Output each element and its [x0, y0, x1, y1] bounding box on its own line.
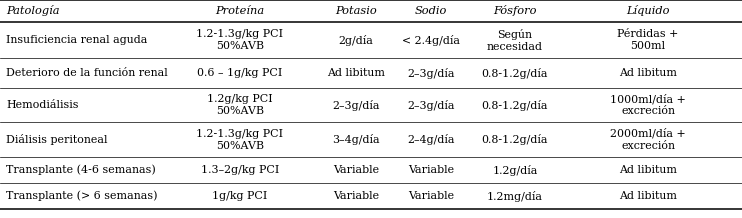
Text: 1.2-1.3g/kg PCI
50%AVB: 1.2-1.3g/kg PCI 50%AVB — [197, 29, 283, 51]
Text: 0.8-1.2g/día: 0.8-1.2g/día — [482, 99, 548, 111]
Text: 0.8-1.2g/día: 0.8-1.2g/día — [482, 68, 548, 78]
Text: 1.2g/día: 1.2g/día — [492, 165, 538, 175]
Text: Fósforo: Fósforo — [493, 5, 536, 17]
Text: 2–3g/día: 2–3g/día — [332, 99, 380, 111]
Text: 1g/kg PCI: 1g/kg PCI — [212, 191, 268, 201]
Text: Ad libitum: Ad libitum — [619, 191, 677, 201]
Text: Sodio: Sodio — [415, 6, 447, 16]
Text: Hemodiálisis: Hemodiálisis — [6, 100, 79, 110]
Text: 0.8-1.2g/día: 0.8-1.2g/día — [482, 134, 548, 145]
Text: < 2.4g/día: < 2.4g/día — [402, 34, 460, 46]
Text: Transplante (4-6 semanas): Transplante (4-6 semanas) — [6, 165, 156, 175]
Text: Deterioro de la función renal: Deterioro de la función renal — [6, 68, 168, 78]
Text: 2–4g/día: 2–4g/día — [407, 134, 455, 145]
Text: Diálisis peritoneal: Diálisis peritoneal — [6, 134, 108, 145]
Text: Insuficiencia renal aguda: Insuficiencia renal aguda — [6, 35, 148, 45]
Text: Transplante (> 6 semanas): Transplante (> 6 semanas) — [6, 191, 157, 201]
Text: Ad libitum: Ad libitum — [619, 68, 677, 78]
Text: Según
necesidad: Según necesidad — [487, 29, 543, 51]
Text: 1000ml/día +
excreción: 1000ml/día + excreción — [610, 94, 686, 116]
Text: Líquido: Líquido — [626, 5, 670, 17]
Text: Variable: Variable — [408, 165, 454, 175]
Text: 3–4g/día: 3–4g/día — [332, 134, 380, 145]
Text: Ad libitum: Ad libitum — [619, 165, 677, 175]
Text: 2–3g/día: 2–3g/día — [407, 99, 455, 111]
Text: Patología: Patología — [6, 5, 59, 17]
Text: 1.2-1.3g/kg PCI
50%AVB: 1.2-1.3g/kg PCI 50%AVB — [197, 128, 283, 150]
Text: Variable: Variable — [408, 191, 454, 201]
Text: 0.6 – 1g/kg PCI: 0.6 – 1g/kg PCI — [197, 68, 283, 78]
Text: Proteína: Proteína — [215, 6, 265, 16]
Text: 2g/día: 2g/día — [338, 34, 373, 46]
Text: 1.2mg/día: 1.2mg/día — [487, 191, 543, 201]
Text: Pérdidas +
500ml: Pérdidas + 500ml — [617, 29, 679, 51]
Text: 2000ml/día +
excreción: 2000ml/día + excreción — [610, 128, 686, 151]
Text: 2–3g/día: 2–3g/día — [407, 68, 455, 78]
Text: Potasio: Potasio — [335, 6, 377, 16]
Text: Variable: Variable — [333, 165, 379, 175]
Text: 1.3–2g/kg PCI: 1.3–2g/kg PCI — [201, 165, 279, 175]
Text: Ad libitum: Ad libitum — [327, 68, 385, 78]
Text: Variable: Variable — [333, 191, 379, 201]
Text: 1.2g/kg PCI
50%AVB: 1.2g/kg PCI 50%AVB — [207, 94, 273, 116]
